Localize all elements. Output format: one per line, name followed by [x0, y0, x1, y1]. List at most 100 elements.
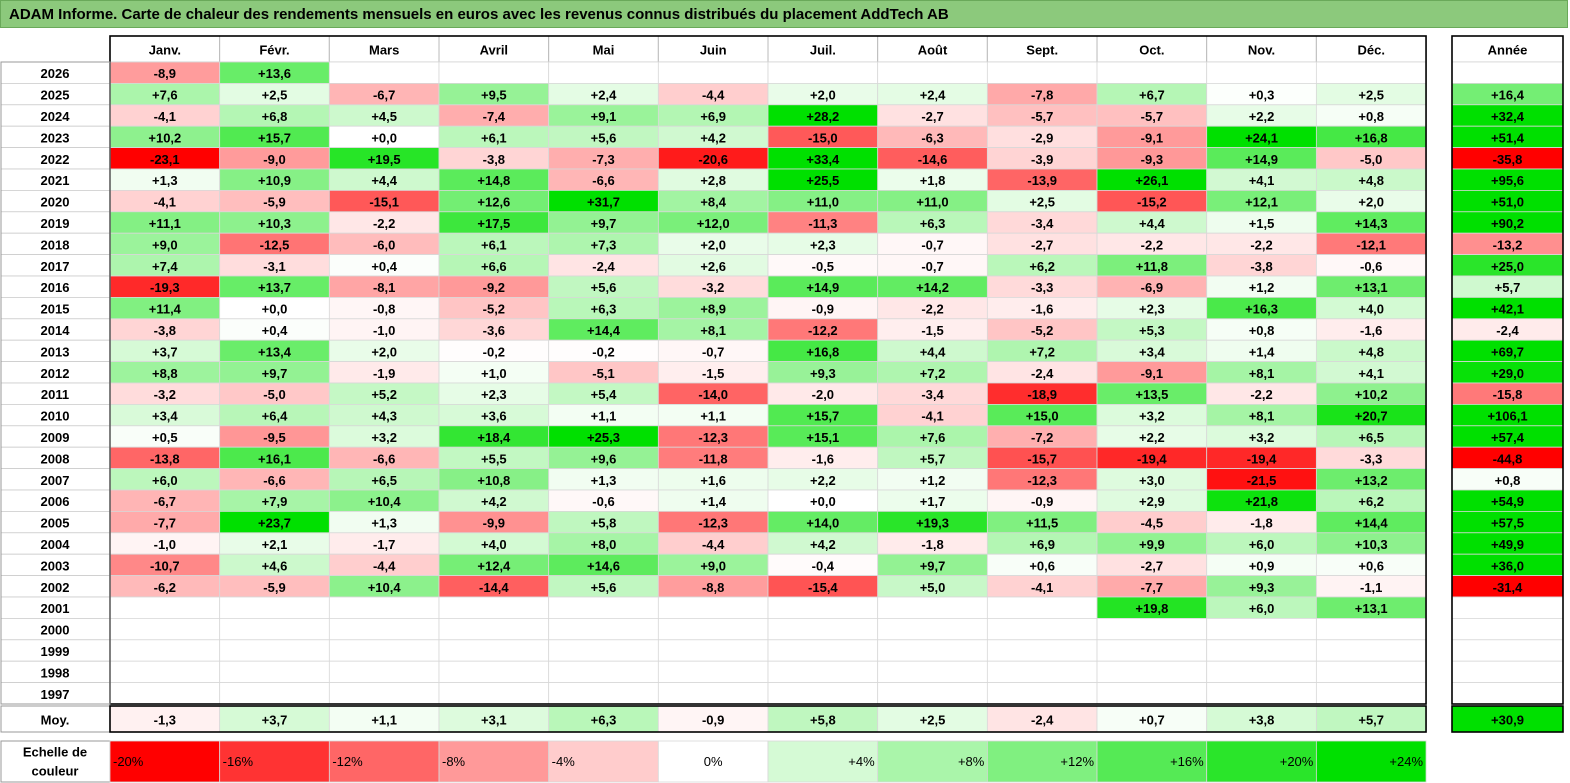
heatmap-value-label: +12,6 — [477, 195, 510, 210]
heatmap-value-label: -15,1 — [369, 195, 399, 210]
heatmap-value-label: +1,5 — [1249, 216, 1275, 231]
month-header-cell — [657, 35, 769, 63]
heatmap-value-label: +5,0 — [920, 580, 946, 595]
heatmap-value-label: +2,8 — [700, 173, 726, 188]
heatmap-value-label: -2,0 — [812, 387, 834, 402]
annual-cell — [1451, 682, 1564, 705]
heatmap-value-label: -1,0 — [154, 537, 176, 552]
heatmap-value-label: -7,3 — [592, 152, 614, 167]
heatmap-value-label: -1,1 — [1360, 580, 1382, 595]
heatmap-cell — [219, 682, 330, 705]
heatmap-value-label: +10,4 — [368, 580, 402, 595]
heatmap-value-label: +0,0 — [371, 130, 397, 145]
heatmap-value-label: -4,1 — [921, 409, 943, 424]
heatmap-value-label: -2,2 — [1141, 237, 1163, 252]
scale-swatch — [219, 740, 330, 783]
year-label: 2018 — [41, 237, 70, 252]
heatmap-value-label: +9,5 — [481, 88, 507, 103]
heatmap-cell — [877, 639, 988, 662]
heatmap-value-label: +1,8 — [920, 173, 946, 188]
heatmap-cell — [1096, 618, 1208, 641]
heatmap-value-label: -4,4 — [702, 88, 725, 103]
heatmap-cell — [438, 61, 550, 84]
heatmap-value-label: +0,0 — [262, 302, 288, 317]
heatmap-value-label: +4,8 — [1358, 173, 1384, 188]
heatmap-cell — [109, 596, 221, 619]
heatmap-value-label: +6,0 — [1249, 601, 1275, 616]
heatmap-value-label: +0,5 — [152, 430, 178, 445]
heatmap-value-label: +8,9 — [700, 302, 726, 317]
year-label: 2017 — [41, 259, 70, 274]
heatmap-value-label: -7,4 — [483, 109, 506, 124]
heatmap-value-label: +0,4 — [371, 259, 397, 274]
heatmap-value-label: -3,3 — [1360, 451, 1382, 466]
heatmap-value-label: +23,7 — [258, 516, 291, 531]
heatmap-value-label: -0,9 — [1031, 494, 1053, 509]
year-label: 2002 — [41, 580, 70, 595]
heatmap-cell — [1315, 618, 1427, 641]
heatmap-value-label: +7,4 — [152, 259, 178, 274]
heatmap-value-label: +24,1 — [1245, 130, 1278, 145]
heatmap-cell — [986, 639, 1098, 662]
heatmap-value-label: +25,3 — [587, 430, 620, 445]
heatmap-value-label: -5,0 — [263, 387, 285, 402]
heatmap-value-label: +0,3 — [1249, 88, 1275, 103]
heatmap-value-label: +0,4 — [262, 323, 288, 338]
heatmap-value-label: +12,0 — [697, 216, 730, 231]
year-label: 2000 — [41, 623, 70, 638]
heatmap-cell — [657, 618, 769, 641]
heatmap-cell — [1315, 682, 1427, 705]
heatmap-value-label: +0,0 — [810, 494, 836, 509]
month-header-cell — [1206, 35, 1317, 63]
heatmap-value-label: +4,1 — [1358, 366, 1384, 381]
heatmap-value-label: +18,4 — [477, 430, 511, 445]
heatmap-value-label: +7,3 — [591, 237, 617, 252]
heatmap-value-label: +9,0 — [152, 237, 178, 252]
heatmap-value-label: +11,0 — [916, 195, 948, 210]
heatmap-value-label: -7,7 — [154, 516, 176, 531]
heatmap-value-label: -9,1 — [1141, 366, 1163, 381]
heatmap-cell — [1315, 660, 1427, 684]
heatmap-value-label: +2,4 — [591, 88, 617, 103]
heatmap-value-label: -15,0 — [808, 130, 838, 145]
heatmap-value-label: +2,0 — [810, 88, 836, 103]
heatmap-value-label: +11,1 — [149, 216, 181, 231]
heatmap-value-label: -4,5 — [1141, 516, 1163, 531]
scale-step-label: -12% — [332, 754, 363, 769]
heatmap-value-label: +9,7 — [920, 558, 946, 573]
heatmap-value-label: +6,1 — [481, 237, 507, 252]
annual-header-cell — [1451, 35, 1564, 63]
heatmap-value-label: +13,5 — [1135, 387, 1168, 402]
year-label: 2012 — [41, 366, 70, 381]
heatmap-value-label: -3,8 — [1250, 259, 1272, 274]
annual-cell — [1451, 618, 1564, 641]
heatmap-value-label: -3,1 — [263, 259, 285, 274]
heatmap-value-label: +14,4 — [1355, 516, 1389, 531]
annual-value-label: +57,4 — [1491, 430, 1525, 445]
heatmap-value-label: +6,9 — [700, 109, 726, 124]
heatmap-value-label: -7,2 — [1031, 430, 1053, 445]
heatmap-value-label: -2,4 — [1031, 366, 1054, 381]
heatmap-cell — [1096, 682, 1208, 705]
heatmap-cell — [109, 682, 221, 705]
heatmap-value-label: +6,9 — [1029, 537, 1055, 552]
heatmap-value-label: -2,2 — [921, 302, 943, 317]
heatmap-value-label: +0,8 — [1249, 323, 1275, 338]
heatmap-value-label: -8,8 — [702, 580, 724, 595]
heatmap-value-label: -11,3 — [808, 216, 837, 231]
average-value-label: +5,8 — [810, 713, 836, 728]
month-header-label: Févr. — [259, 43, 289, 58]
heatmap-value-label: +5,4 — [591, 387, 617, 402]
heatmap-cell — [438, 596, 550, 619]
heatmap-cell — [548, 61, 659, 84]
chart-title: ADAM Informe. Carte de chaleur des rende… — [0, 0, 1568, 28]
heatmap-value-label: +3,4 — [1139, 344, 1165, 359]
annual-value-label: +51,4 — [1491, 130, 1525, 145]
heatmap-cell — [109, 639, 221, 662]
year-label: 2011 — [41, 387, 69, 402]
heatmap-value-label: -1,6 — [1360, 323, 1382, 338]
heatmap-value-label: -10,7 — [150, 558, 180, 573]
year-label: 2014 — [41, 323, 71, 338]
heatmap-value-label: +4,6 — [262, 558, 288, 573]
